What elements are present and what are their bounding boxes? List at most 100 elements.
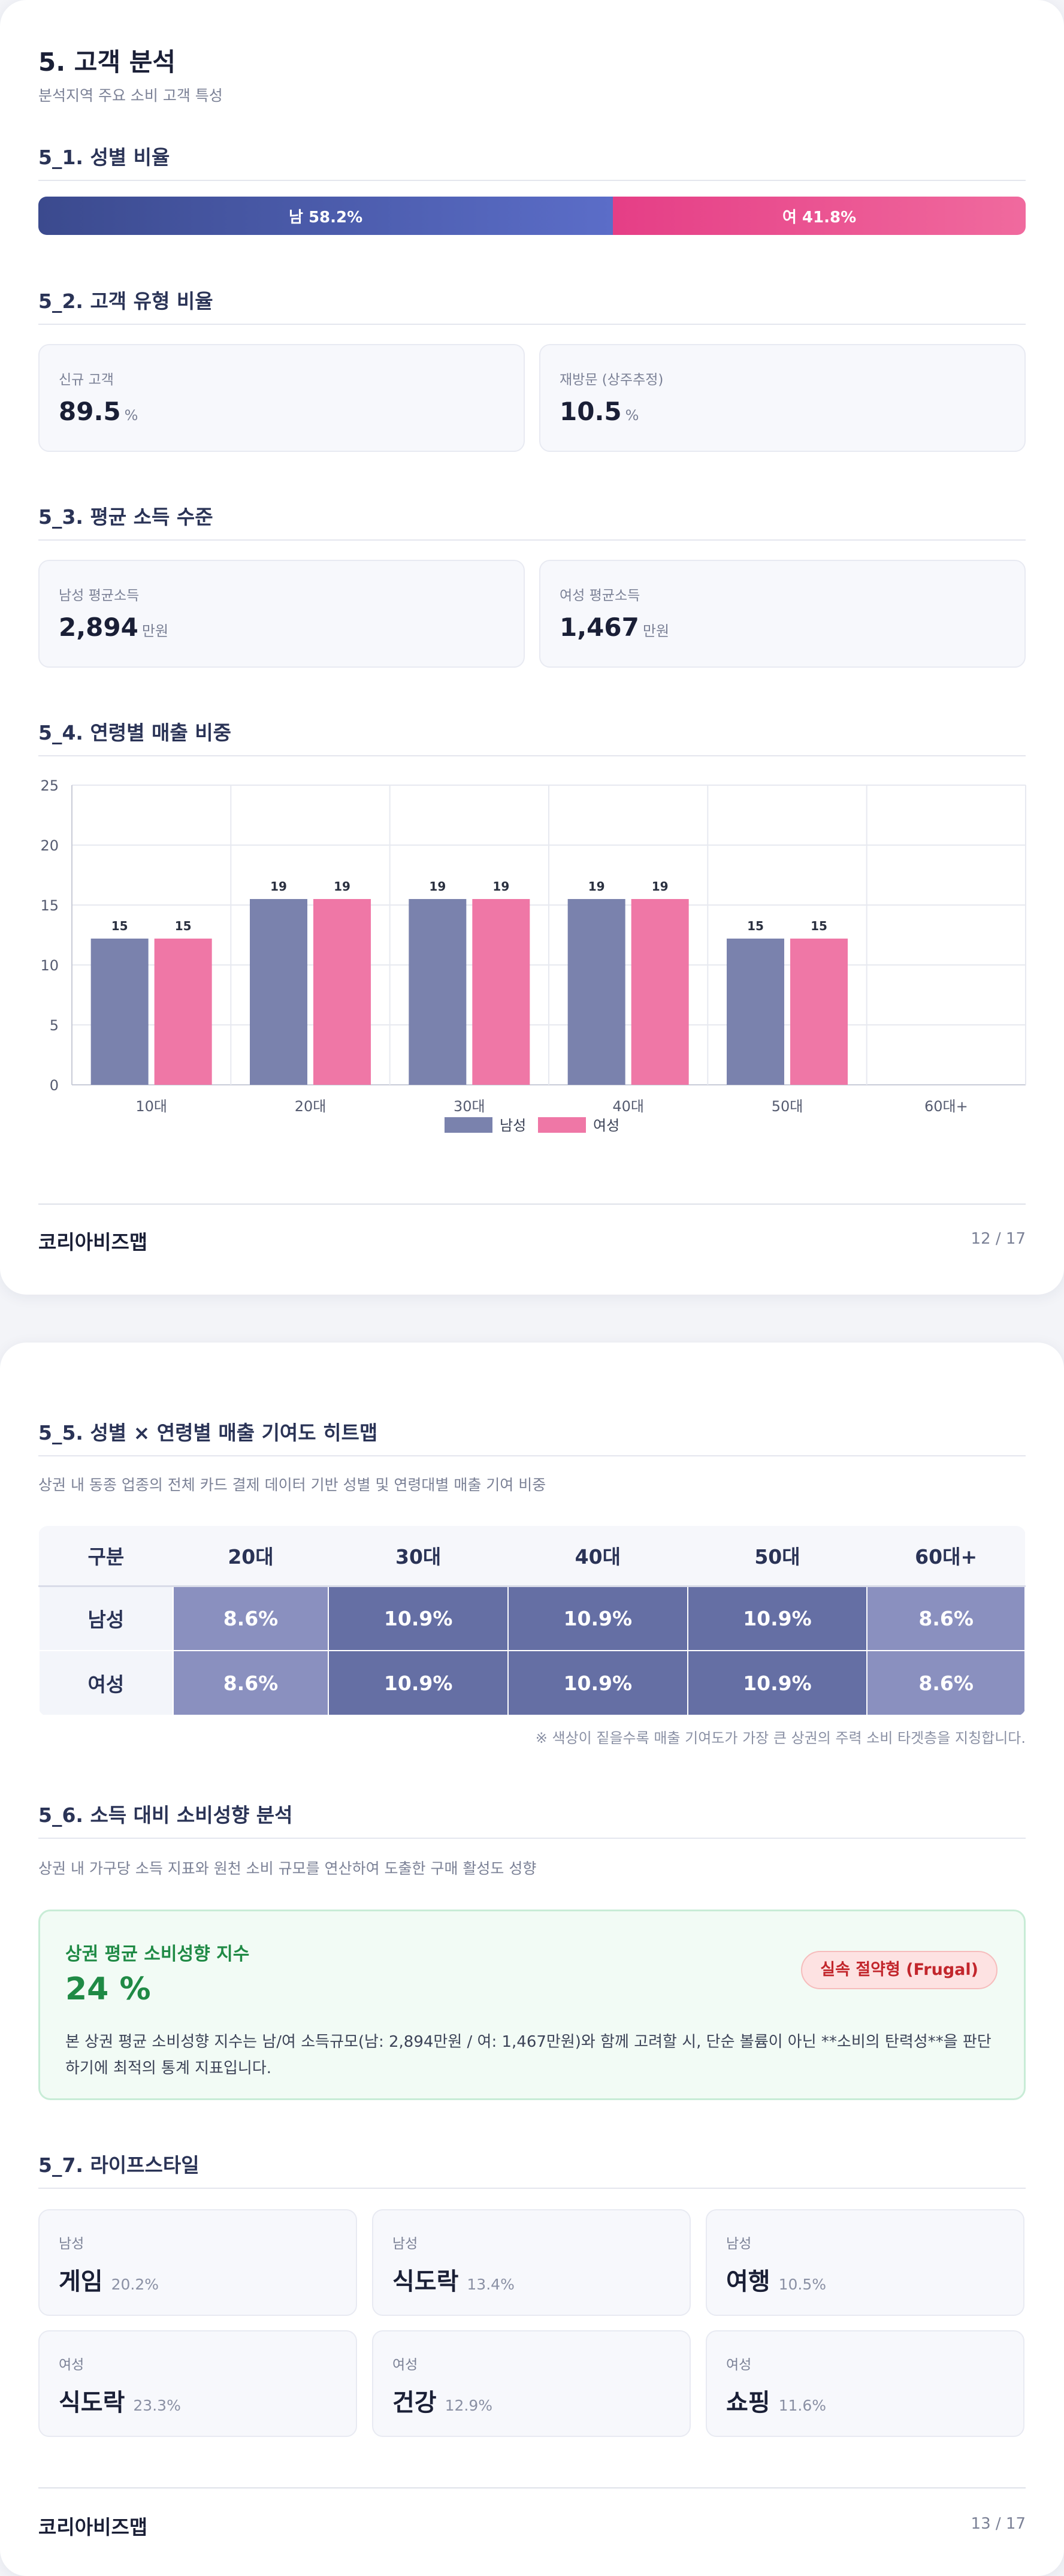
y-tick-label: 15 — [40, 897, 59, 914]
y-tick-label: 25 — [40, 777, 59, 794]
heatmap-cell: 10.9% — [328, 1650, 509, 1716]
section-divider — [38, 539, 1026, 541]
page-number: 13 / 17 — [971, 2515, 1026, 2533]
heatmap-cell: 10.9% — [507, 1585, 688, 1651]
stat-value: 89.5% — [59, 397, 138, 426]
heatmap-cell: 8.6% — [866, 1650, 1026, 1716]
section-heading-spending: 5_6. 소득 대비 소비성향 분석 — [38, 1803, 293, 1827]
footer-brand: 코리아비즈맵 — [38, 1230, 148, 1254]
lifestyle-percent: 13.4% — [467, 2276, 515, 2293]
heatmap-cell: 10.9% — [687, 1650, 868, 1716]
x-tick-label: 50대 — [772, 1098, 803, 1115]
heatmap-cell: 8.6% — [172, 1585, 330, 1651]
spending-index-description: 본 상권 평균 소비성향 지수는 남/여 소득규모(남: 2,894만원 / 여… — [65, 2033, 992, 2077]
lifestyle-card: 남성 게임 20.2% — [38, 2209, 357, 2316]
bar-data-label: 19 — [334, 879, 350, 894]
y-tick-label: 20 — [40, 837, 59, 854]
section-divider — [38, 1455, 1026, 1456]
lifestyle-gender: 여성 — [392, 2357, 418, 2373]
stat-card-male-income: 남성 평균소득 2,894 만원 — [38, 560, 525, 668]
lifestyle-name: 건강 — [392, 2389, 437, 2417]
legend-label: 여성 — [593, 1117, 619, 1134]
bar-female — [313, 899, 371, 1085]
page-subtitle: 분석지역 주요 소비 고객 특성 — [38, 87, 223, 104]
gender-ratio-bar: 남 58.2% 여 41.8% — [38, 197, 1026, 235]
lifestyle-name-row: 식도락 23.3% — [59, 2383, 181, 2418]
stat-label: 여성 평균소득 — [560, 588, 640, 604]
section-divider — [38, 180, 1026, 181]
stat-label: 남성 평균소득 — [59, 588, 140, 604]
x-tick-label: 60대+ — [924, 1098, 968, 1115]
x-tick-label: 10대 — [135, 1098, 167, 1115]
bar-data-label: 19 — [492, 879, 509, 894]
lifestyle-name: 쇼핑 — [726, 2389, 770, 2417]
x-tick-label: 20대 — [295, 1098, 327, 1115]
section-divider — [38, 1838, 1026, 1839]
x-tick-label: 40대 — [612, 1098, 644, 1115]
heatmap-row-header: 남성 — [38, 1585, 174, 1651]
stat-card-female-income: 여성 평균소득 1,467 만원 — [539, 560, 1026, 668]
y-tick-label: 10 — [40, 957, 59, 974]
bar-male — [250, 899, 307, 1085]
section-divider — [38, 755, 1026, 756]
bar-female — [154, 939, 212, 1085]
bar-data-label: 15 — [811, 919, 827, 933]
gender-age-heatmap: 구분 20대 30대 40대 50대 60대+ 남성 8.6% 10.9% 10.9%… — [38, 1526, 1026, 1716]
lifestyle-name-row: 여행 10.5% — [726, 2262, 826, 2297]
page-title: 5. 고객 분석 — [38, 47, 176, 77]
footer-divider — [38, 1203, 1026, 1205]
heatmap-cell: 10.9% — [507, 1650, 688, 1716]
heatmap-row: 남성 8.6% 10.9% 10.9% 10.9% 8.6% — [38, 1585, 1026, 1651]
lifestyle-gender: 남성 — [726, 2236, 752, 2252]
lifestyle-name: 게임 — [59, 2268, 103, 2296]
heatmap-row: 여성 8.6% 10.9% 10.9% 10.9% 8.6% — [38, 1650, 1026, 1716]
bar-female — [472, 899, 530, 1085]
bar-data-label: 15 — [111, 919, 128, 933]
heatmap-cell: 8.6% — [866, 1585, 1026, 1651]
heatmap-column-header: 30대 — [328, 1526, 508, 1587]
gender-bar-male: 남 58.2% — [38, 197, 613, 235]
x-tick-label: 30대 — [454, 1098, 485, 1115]
spending-index-label: 상권 평균 소비성향 지수 — [65, 1944, 250, 1965]
heatmap-note: ※ 색상이 짙을수록 매출 기여도가 가장 큰 상권의 주력 소비 타겟층을 지… — [535, 1730, 1026, 1747]
bar-male — [409, 899, 467, 1085]
y-tick-label: 0 — [50, 1077, 59, 1094]
page-number: 12 / 17 — [971, 1230, 1026, 1248]
lifestyle-gender: 여성 — [726, 2357, 752, 2373]
lifestyle-percent: 12.9% — [445, 2397, 493, 2414]
gender-bar-female: 여 41.8% — [613, 197, 1026, 235]
lifestyle-name: 식도락 — [59, 2389, 125, 2417]
stat-card-returning-customer: 재방문 (상주추정) 10.5% — [539, 344, 1026, 452]
lifestyle-gender: 여성 — [59, 2357, 84, 2373]
stat-label: 신규 고객 — [59, 372, 114, 388]
lifestyle-name-row: 게임 20.2% — [59, 2262, 159, 2297]
lifestyle-name: 식도락 — [392, 2268, 459, 2296]
section-heading-gender: 5_1. 성별 비율 — [38, 146, 170, 169]
stat-value: 10.5% — [560, 397, 639, 426]
bar-data-label: 19 — [270, 879, 287, 894]
heatmap-row-header: 여성 — [38, 1650, 174, 1716]
section-heading-income: 5_3. 평균 소득 수준 — [38, 505, 213, 529]
lifestyle-name-row: 쇼핑 11.6% — [726, 2383, 826, 2418]
heatmap-cell: 10.9% — [328, 1585, 509, 1651]
bar-data-label: 15 — [175, 919, 192, 933]
heatmap-column-header: 60대+ — [867, 1526, 1025, 1587]
spending-index-value: 24 % — [65, 1971, 151, 2007]
stat-value: 2,894 만원 — [59, 613, 169, 642]
lifestyle-name: 여행 — [726, 2268, 770, 2296]
bar-female — [790, 939, 848, 1085]
bar-male — [727, 939, 784, 1085]
y-tick-label: 5 — [50, 1017, 59, 1034]
section-description: 상권 내 가구당 소득 지표와 원천 소비 규모를 연산하여 도출한 구매 활성… — [38, 1860, 537, 1877]
lifestyle-name-row: 식도락 13.4% — [392, 2262, 515, 2297]
stat-label: 재방문 (상주추정) — [560, 372, 664, 388]
bar-female — [631, 899, 689, 1085]
footer-brand: 코리아비즈맵 — [38, 2515, 148, 2539]
legend-swatch — [538, 1117, 586, 1133]
lifestyle-gender: 남성 — [392, 2236, 418, 2252]
bar-data-label: 19 — [652, 879, 669, 894]
